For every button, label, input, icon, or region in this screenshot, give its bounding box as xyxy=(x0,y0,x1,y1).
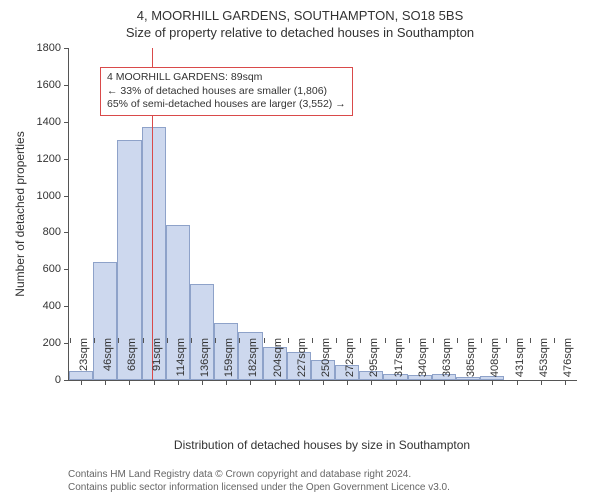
x-tick-label: 272sqm xyxy=(344,338,356,388)
annotation-line: 65% of semi-detached houses are larger (… xyxy=(107,98,346,112)
chart-subtitle: Size of property relative to detached ho… xyxy=(0,25,600,40)
y-tick: 0 xyxy=(55,374,69,386)
footer-line-2: Contains public sector information licen… xyxy=(68,481,450,494)
x-tick-label: 159sqm xyxy=(223,338,235,388)
footer-line-1: Contains HM Land Registry data © Crown c… xyxy=(68,468,450,481)
x-tick-label: 136sqm xyxy=(199,338,211,388)
y-tick: 1000 xyxy=(37,190,69,202)
x-tick-label: 295sqm xyxy=(368,338,380,388)
y-tick: 800 xyxy=(43,226,69,238)
x-tick-label: 182sqm xyxy=(247,338,259,388)
y-tick: 600 xyxy=(43,263,69,275)
annotation-line: 4 MOORHILL GARDENS: 89sqm xyxy=(107,71,346,85)
x-tick-label: 46sqm xyxy=(102,338,114,388)
x-tick-label: 204sqm xyxy=(272,338,284,388)
x-tick-label: 476sqm xyxy=(562,338,574,388)
x-tick-label: 91sqm xyxy=(151,338,163,388)
x-tick-label: 453sqm xyxy=(538,338,550,388)
footer-attribution: Contains HM Land Registry data © Crown c… xyxy=(68,468,450,494)
x-tick-label: 431sqm xyxy=(514,338,526,388)
x-tick-label: 114sqm xyxy=(175,338,187,388)
x-tick-label: 23sqm xyxy=(78,338,90,388)
chart-title: 4, MOORHILL GARDENS, SOUTHAMPTON, SO18 5… xyxy=(0,0,600,25)
title-text: 4, MOORHILL GARDENS, SOUTHAMPTON, SO18 5… xyxy=(137,8,464,23)
x-tick-label: 227sqm xyxy=(296,338,308,388)
y-tick: 1600 xyxy=(37,79,69,91)
x-tick-label: 340sqm xyxy=(417,338,429,388)
x-tick-label: 363sqm xyxy=(441,338,453,388)
y-tick: 400 xyxy=(43,300,69,312)
y-tick: 200 xyxy=(43,337,69,349)
x-tick-label: 317sqm xyxy=(393,338,405,388)
y-tick: 1800 xyxy=(37,42,69,54)
x-tick-label: 250sqm xyxy=(320,338,332,388)
figure-container: 4, MOORHILL GARDENS, SOUTHAMPTON, SO18 5… xyxy=(0,0,600,500)
x-tick-label: 385sqm xyxy=(465,338,477,388)
x-tick-label: 68sqm xyxy=(126,338,138,388)
y-tick: 1200 xyxy=(37,153,69,165)
x-tick-label: 408sqm xyxy=(489,338,501,388)
x-axis-label: Distribution of detached houses by size … xyxy=(174,438,470,452)
y-axis-label: Number of detached properties xyxy=(13,131,27,296)
annotation-box: 4 MOORHILL GARDENS: 89sqm← 33% of detach… xyxy=(100,67,353,116)
annotation-line: ← 33% of detached houses are smaller (1,… xyxy=(107,85,346,99)
subtitle-text: Size of property relative to detached ho… xyxy=(126,25,474,40)
y-tick: 1400 xyxy=(37,116,69,128)
